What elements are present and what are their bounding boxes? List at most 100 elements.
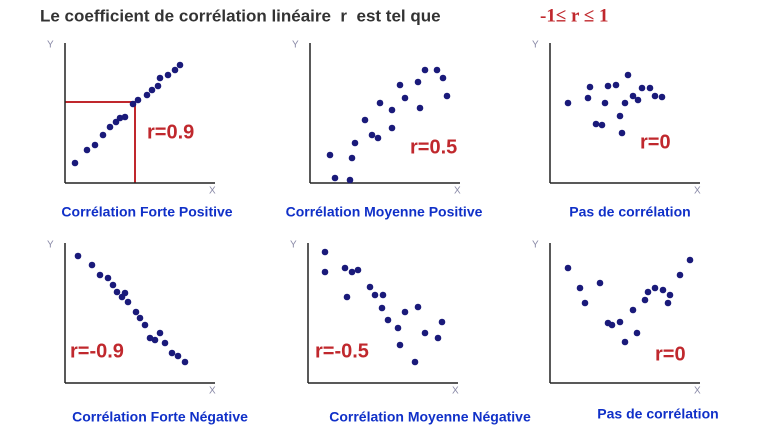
dot (374, 134, 382, 142)
dot (368, 131, 376, 139)
x-axis-label: X (454, 186, 461, 197)
dot (348, 268, 356, 276)
dot (148, 86, 156, 94)
title: Le coefficient de corrélation linéaire r… (40, 6, 441, 25)
dot (638, 84, 646, 92)
r-label: r=-0.9 (70, 340, 124, 362)
dot (396, 81, 404, 89)
dot (112, 118, 120, 126)
dot (129, 100, 137, 108)
dot (621, 99, 629, 107)
dot (378, 304, 386, 312)
dot (88, 261, 96, 269)
dot (171, 66, 179, 74)
dot (608, 321, 616, 329)
dot (401, 308, 409, 316)
dot (156, 74, 164, 82)
dot (96, 271, 104, 279)
dot (396, 341, 404, 349)
dot (564, 264, 572, 272)
dot (581, 299, 589, 307)
dot (676, 271, 684, 279)
dot (584, 94, 592, 102)
dot (616, 112, 624, 120)
dot (612, 81, 620, 89)
dot (414, 303, 422, 311)
y-axis-label: Y (47, 40, 54, 51)
dot (143, 91, 151, 99)
dot (598, 121, 606, 129)
dot (629, 306, 637, 314)
dot (176, 61, 184, 69)
dot (621, 338, 629, 346)
dot (71, 159, 79, 167)
dot (564, 99, 572, 107)
dot (601, 99, 609, 107)
dot (618, 129, 626, 137)
y-axis-label: Y (47, 240, 54, 251)
dot (434, 334, 442, 342)
x-axis-label: X (452, 386, 459, 397)
dot (641, 296, 649, 304)
caption: Corrélation Moyenne Positive (286, 204, 483, 220)
dot (439, 74, 447, 82)
dot (124, 298, 132, 306)
dot (326, 151, 334, 159)
dot (388, 124, 396, 132)
dot (154, 82, 162, 90)
caption: Pas de corrélation (569, 204, 690, 220)
caption: Corrélation Moyenne Négative (329, 409, 531, 425)
dot (592, 120, 600, 128)
dot (132, 308, 140, 316)
dot (346, 176, 354, 184)
dot (348, 154, 356, 162)
dot (376, 99, 384, 107)
dot (366, 283, 374, 291)
dot (576, 284, 584, 292)
dot (331, 174, 339, 182)
dot (596, 279, 604, 287)
x-axis-label: X (694, 386, 701, 397)
y-axis-label: Y (532, 40, 539, 51)
dot (136, 314, 144, 322)
dot (104, 274, 112, 282)
dot (379, 291, 387, 299)
dot (83, 146, 91, 154)
dot (113, 288, 121, 296)
dot (416, 104, 424, 112)
dot (116, 114, 124, 122)
r-label: r=0 (640, 131, 671, 153)
dot (164, 71, 172, 79)
caption: Pas de corrélation (597, 406, 718, 422)
dot (438, 318, 446, 326)
dot (421, 66, 429, 74)
dot (384, 316, 392, 324)
dot (354, 266, 362, 274)
dot (351, 139, 359, 147)
dot (121, 113, 129, 121)
dot (361, 116, 369, 124)
r-label: r=0.5 (410, 136, 457, 158)
y-axis-label: Y (532, 240, 539, 251)
dot (181, 358, 189, 366)
dot (321, 268, 329, 276)
dot (414, 78, 422, 86)
y-axis-label: Y (290, 240, 297, 251)
dot (666, 291, 674, 299)
dot (156, 329, 164, 337)
r-label: r=-0.5 (315, 340, 369, 362)
x-axis-label: X (694, 186, 701, 197)
dot (433, 66, 441, 74)
dot (443, 92, 451, 100)
dot (651, 92, 659, 100)
x-axis-label: X (209, 386, 216, 397)
dot (91, 141, 99, 149)
range: -1≤ r ≤ 1 (540, 5, 609, 26)
dot (604, 82, 612, 90)
dot (634, 96, 642, 104)
dot (321, 248, 329, 256)
dot (421, 329, 429, 337)
dot (343, 293, 351, 301)
caption: Corrélation Forte Positive (61, 204, 232, 220)
